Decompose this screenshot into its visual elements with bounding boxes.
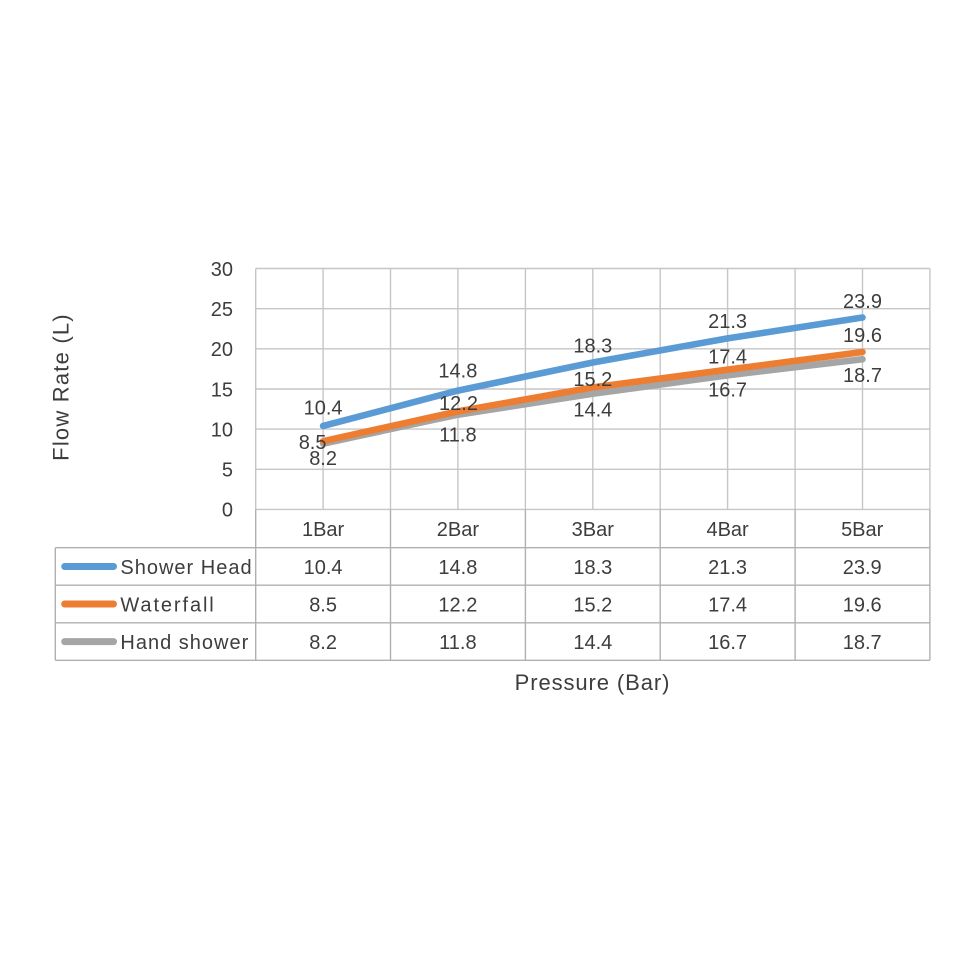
svg-text:Pressure (Bar): Pressure (Bar) — [515, 670, 671, 695]
svg-text:21.3: 21.3 — [708, 557, 747, 579]
svg-text:10.4: 10.4 — [304, 398, 343, 420]
svg-text:15.2: 15.2 — [573, 369, 612, 391]
svg-text:23.9: 23.9 — [843, 291, 882, 313]
svg-text:18.7: 18.7 — [843, 632, 882, 654]
svg-text:Waterfall: Waterfall — [120, 594, 215, 616]
svg-text:Shower Head: Shower Head — [120, 557, 252, 579]
svg-text:Flow Rate (L): Flow Rate (L) — [49, 313, 74, 461]
svg-text:18.3: 18.3 — [573, 336, 612, 358]
svg-text:11.8: 11.8 — [439, 632, 476, 654]
svg-text:14.8: 14.8 — [438, 557, 477, 579]
svg-text:5Bar: 5Bar — [841, 519, 884, 541]
svg-text:15: 15 — [211, 379, 233, 401]
svg-text:10.4: 10.4 — [304, 557, 343, 579]
svg-text:1Bar: 1Bar — [302, 519, 345, 541]
svg-text:10: 10 — [211, 419, 233, 441]
svg-text:19.6: 19.6 — [843, 594, 882, 616]
svg-text:8.5: 8.5 — [309, 594, 337, 616]
svg-text:14.4: 14.4 — [573, 632, 612, 654]
svg-text:5: 5 — [222, 460, 233, 482]
svg-text:3Bar: 3Bar — [572, 519, 615, 541]
svg-text:12.2: 12.2 — [438, 594, 477, 616]
svg-text:11.8: 11.8 — [439, 425, 476, 447]
svg-text:14.4: 14.4 — [573, 400, 612, 422]
svg-text:20: 20 — [211, 339, 233, 361]
svg-text:8.2: 8.2 — [309, 448, 337, 470]
svg-text:16.7: 16.7 — [708, 632, 747, 654]
svg-text:30: 30 — [211, 259, 233, 281]
svg-text:18.7: 18.7 — [843, 365, 882, 387]
svg-text:21.3: 21.3 — [708, 311, 747, 333]
svg-text:8.5: 8.5 — [299, 432, 327, 454]
svg-text:17.4: 17.4 — [708, 594, 747, 616]
svg-text:15.2: 15.2 — [573, 594, 612, 616]
svg-text:17.4: 17.4 — [708, 347, 747, 369]
svg-text:2Bar: 2Bar — [437, 519, 480, 541]
svg-text:12.2: 12.2 — [439, 393, 478, 415]
svg-text:4Bar: 4Bar — [706, 519, 749, 541]
svg-text:0: 0 — [222, 500, 233, 522]
svg-text:Hand shower: Hand shower — [120, 632, 249, 654]
svg-text:18.3: 18.3 — [573, 557, 612, 579]
svg-text:16.7: 16.7 — [708, 380, 747, 402]
svg-text:23.9: 23.9 — [843, 557, 882, 579]
svg-text:25: 25 — [211, 299, 233, 321]
svg-text:8.2: 8.2 — [309, 632, 337, 654]
svg-text:19.6: 19.6 — [843, 325, 882, 347]
svg-text:14.8: 14.8 — [438, 361, 477, 383]
